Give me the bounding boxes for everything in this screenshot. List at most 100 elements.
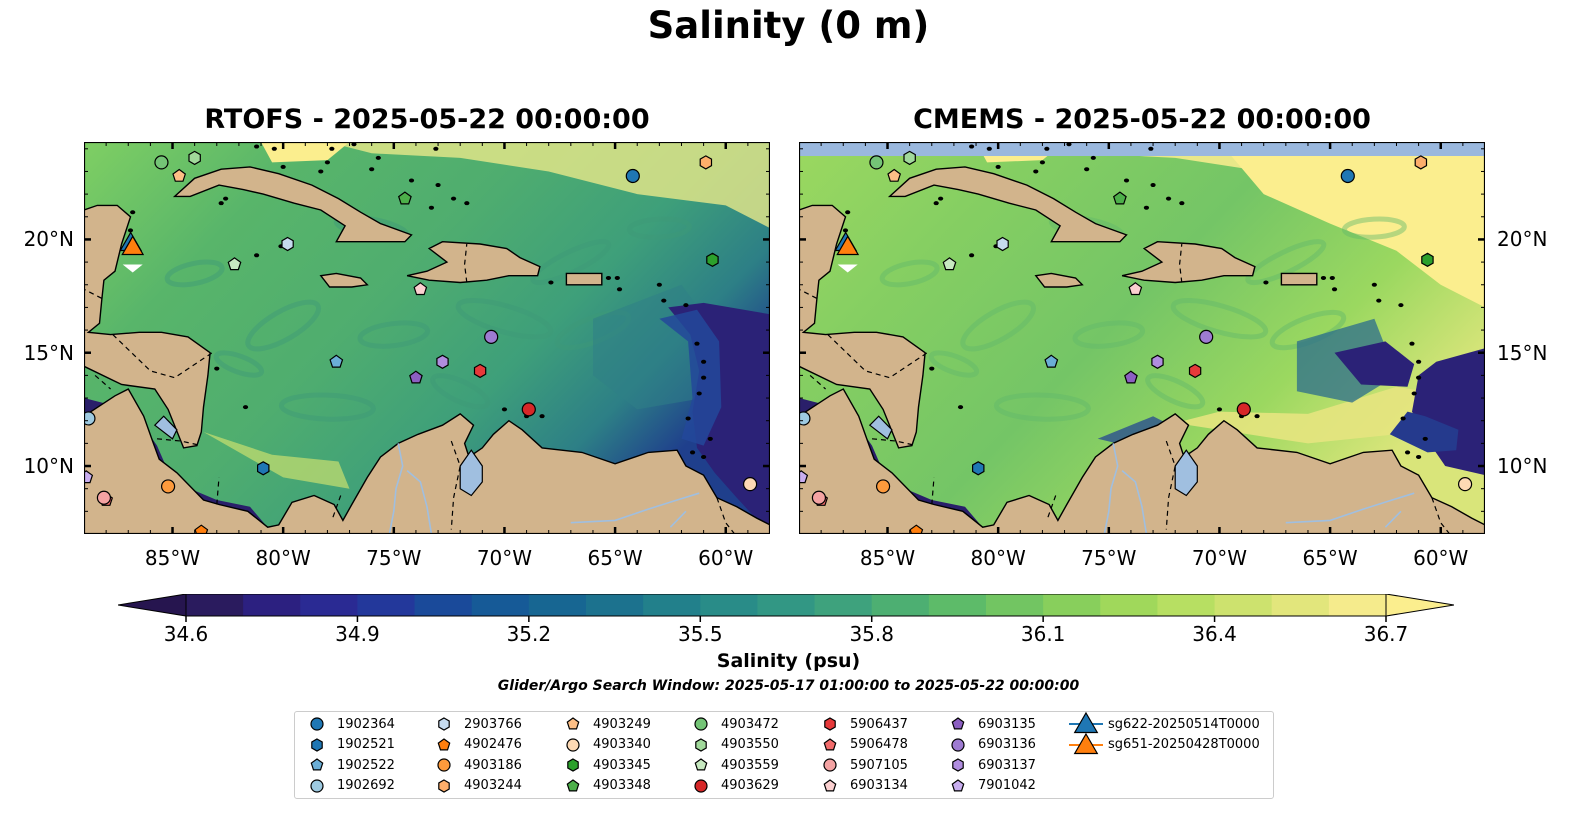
legend-item: 5907105 [822, 756, 908, 774]
legend-label: 4903340 [593, 737, 651, 752]
legend-item: 6903136 [950, 736, 1036, 754]
colorbar-segment [871, 594, 930, 616]
float-7901042-marker [84, 470, 94, 484]
legend-item: 1902522 [309, 756, 395, 774]
legend-5907105-marker [823, 758, 837, 772]
float-4903340-marker [1457, 477, 1473, 492]
legend-label: 2903766 [464, 716, 522, 732]
legend-label: 4903186 [464, 757, 522, 773]
colorbar [118, 594, 1454, 622]
colorbar-segment [1214, 594, 1273, 616]
float-4903186-marker [160, 479, 176, 494]
legend-label: sg651-20250428T0000 [1108, 737, 1260, 752]
lat-tick-label: 20°N [23, 227, 74, 252]
colorbar-segment [586, 594, 644, 616]
lon-tick-label: 80°W [970, 546, 1026, 570]
legend-item: 5906437 [822, 715, 908, 733]
legend-marker-circle [694, 717, 708, 731]
legend-item: 1902521 [309, 736, 395, 754]
legend-6903134-marker [823, 778, 837, 791]
legend-item: 6903134 [822, 777, 908, 795]
legend-marker-pentagon [566, 717, 580, 730]
float-4903559-marker [227, 257, 242, 271]
float-4903345-marker [706, 252, 719, 267]
glider-sg651-marker [836, 235, 860, 256]
float-2903766-marker [281, 236, 294, 252]
legend-item: 6903135 [950, 715, 1036, 733]
float-5906437-marker [1188, 363, 1202, 379]
legend-item: 4903244 [436, 777, 522, 795]
lon-tick-label: 60°W [1413, 546, 1469, 570]
glider-track-end-marker [122, 264, 143, 273]
float-6903134-marker [1128, 282, 1143, 296]
colorbar-segment [1043, 594, 1101, 616]
float-4903249-marker [887, 168, 902, 182]
legend-marker-circle [694, 778, 708, 793]
legend-item: 1902364 [309, 715, 395, 733]
float-4903472-marker [869, 155, 884, 170]
legend-marker-pentagon [566, 778, 580, 791]
legend-marker-hexagon [695, 737, 707, 752]
legend-label: 1902522 [337, 757, 395, 773]
float-6903136-marker [1199, 329, 1214, 344]
legend-6903136-marker [951, 737, 965, 752]
float-5907105-marker [811, 490, 827, 505]
float-5906437-marker [473, 363, 487, 379]
search-window-text: Glider/Argo Search Window: 2025-05-17 01… [497, 678, 1080, 694]
colorbar-segment [643, 594, 701, 616]
lat-tick-label: 20°N [1497, 227, 1548, 252]
legend-4903559-marker [694, 758, 708, 771]
legend-4903348-marker [566, 778, 580, 791]
float-4902476-marker [194, 524, 209, 534]
legend-marker-hexagon [438, 717, 450, 731]
legend-label: 7901042 [978, 778, 1036, 793]
float-1902522-marker [329, 354, 344, 368]
lon-tick-label: 60°W [698, 546, 754, 570]
legend-5906437-marker [824, 717, 836, 731]
legend-marker-pentagon [951, 717, 965, 730]
legend-marker-circle [310, 717, 324, 731]
float-4903550-marker [903, 150, 916, 166]
land-hispaniola [1121, 240, 1256, 284]
legend-1902364-marker [310, 717, 324, 731]
legend-sg651-20250428T0000-marker [1073, 732, 1099, 754]
float-1902692-marker [799, 411, 811, 426]
legend-label: 1902364 [337, 716, 395, 732]
legend-label: 4903629 [721, 778, 779, 793]
legend-item: 4903550 [693, 736, 779, 754]
legend-item: 4903472 [693, 715, 779, 733]
legend-marker-circle [951, 737, 965, 752]
legend-label: 4902476 [464, 737, 522, 752]
legend-label: 6903134 [850, 778, 908, 793]
legend-label: 5906437 [850, 716, 908, 732]
float-6903135-marker [409, 370, 423, 384]
panel-title-rtofs: RTOFS - 2025-05-22 00:00:00 [204, 104, 650, 135]
colorbar-extend-max [1385, 594, 1454, 617]
float-6903136-marker [484, 329, 499, 344]
colorbar-segment [300, 594, 359, 616]
float-4903249-marker [172, 168, 187, 182]
legend-marker-circle [823, 758, 837, 772]
legend-label: 4903244 [464, 778, 522, 793]
colorbar-tick-label: 34.6 [163, 622, 209, 646]
float-4903186-marker [875, 479, 891, 494]
legend-label: 1902521 [337, 737, 395, 752]
land-cuba [172, 166, 413, 243]
colorbar-segment [243, 594, 301, 616]
colorbar-segment [928, 594, 987, 616]
lat-tick-label: 15°N [23, 340, 74, 365]
land-centralSouth [84, 388, 770, 534]
colorbar-tick-label: 36.7 [1363, 622, 1409, 646]
legend-1902521-marker [311, 737, 323, 752]
legend-marker-pentagon [437, 737, 451, 750]
lon-tick-label: 85°W [144, 546, 201, 570]
colorbar-tick-label: 36.4 [1192, 622, 1237, 646]
legend-marker-triangle [1069, 732, 1103, 754]
colorbar-segment [528, 594, 587, 616]
legend-item: 4902476 [436, 736, 522, 754]
legend-item: 4903559 [693, 756, 779, 774]
legend-4902476-marker [437, 737, 451, 750]
legend-marker-hexagon [567, 758, 579, 772]
colorbar-segment [357, 594, 416, 616]
legend-6903137-marker [952, 758, 964, 772]
